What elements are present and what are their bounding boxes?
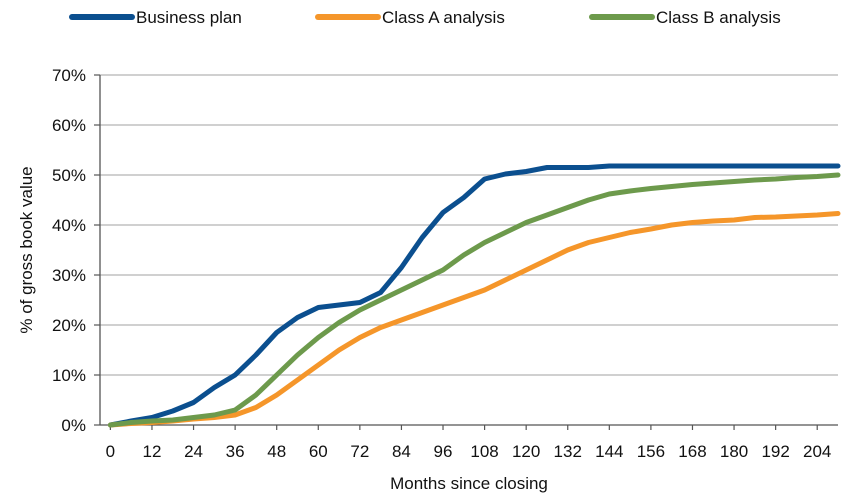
x-tick-label: 12 (143, 442, 162, 461)
series-line-class-a-analysis (107, 211, 841, 428)
series-line-business-plan (107, 163, 841, 428)
x-tick-label: 144 (595, 442, 623, 461)
x-tick-label: 36 (226, 442, 245, 461)
series-lines (107, 163, 841, 428)
x-tick-label: 192 (761, 442, 789, 461)
axes (99, 75, 838, 426)
x-tick-label: 108 (470, 442, 498, 461)
gridlines (100, 74, 838, 376)
y-tick-label: 70% (52, 66, 86, 85)
x-tick-label: 0 (106, 442, 115, 461)
y-axis-ticks: 0% 10% 20% 30% 40% 50% 60% 70% (52, 66, 100, 435)
x-tick-label: 24 (184, 442, 203, 461)
y-tick-label: 30% (52, 266, 86, 285)
x-tick-label: 204 (803, 442, 831, 461)
x-tick-label: 132 (554, 442, 582, 461)
x-tick-label: 180 (720, 442, 748, 461)
legend-label: Business plan (136, 8, 242, 27)
legend-item-class-b-analysis: Class B analysis (589, 8, 781, 27)
legend-label: Class B analysis (656, 8, 781, 27)
x-tick-label: 168 (678, 442, 706, 461)
x-axis-title: Months since closing (390, 474, 548, 493)
y-tick-label: 50% (52, 166, 86, 185)
x-tick-label: 72 (350, 442, 369, 461)
series-line-class-b-analysis (107, 172, 841, 428)
y-axis-title: % of gross book value (17, 166, 36, 333)
legend: Business plan Class A analysis Class B ana… (69, 8, 781, 27)
x-tick-label: 84 (392, 442, 411, 461)
y-tick-label: 10% (52, 366, 86, 385)
x-axis-ticks: 0 12 24 36 48 60 72 84 96 108 120 132 144 156 168 180 19… (106, 425, 831, 461)
x-tick-label: 120 (512, 442, 540, 461)
y-tick-label: 20% (52, 316, 86, 335)
legend-item-business-plan: Business plan (69, 8, 242, 27)
x-tick-label: 48 (267, 442, 286, 461)
y-tick-label: 60% (52, 116, 86, 135)
x-tick-label: 60 (309, 442, 328, 461)
legend-label: Class A analysis (382, 8, 505, 27)
y-tick-label: 0% (61, 416, 86, 435)
x-tick-label: 96 (434, 442, 453, 461)
x-tick-label: 156 (637, 442, 665, 461)
y-tick-label: 40% (52, 216, 86, 235)
legend-item-class-a-analysis: Class A analysis (315, 8, 505, 27)
